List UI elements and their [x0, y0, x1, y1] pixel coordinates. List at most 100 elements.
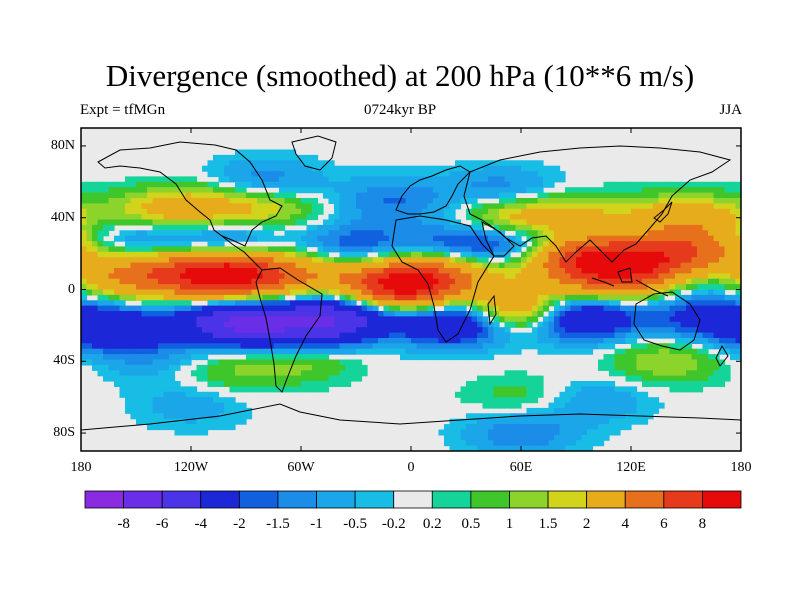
field-cell: [174, 181, 181, 188]
field-cell: [290, 246, 297, 253]
field-cell: [554, 284, 561, 291]
field-cell: [515, 300, 522, 307]
field-cell: [158, 316, 165, 323]
field-cell: [130, 343, 137, 350]
field-cell: [334, 284, 341, 291]
field-cell: [603, 284, 610, 291]
field-cell: [257, 305, 264, 312]
field-cell: [680, 224, 687, 231]
field-cell: [114, 187, 121, 194]
field-cell: [196, 187, 203, 194]
field-cell: [488, 354, 495, 361]
field-cell: [114, 192, 121, 199]
field-cell: [653, 300, 660, 307]
field-cell: [136, 364, 143, 371]
field-cell: [587, 327, 594, 334]
field-cell: [125, 284, 132, 291]
field-cell: [251, 375, 258, 382]
field-cell: [169, 397, 176, 404]
field-cell: [642, 316, 649, 323]
field-cell: [719, 273, 726, 280]
field-cell: [345, 294, 352, 301]
field-cell: [724, 257, 731, 264]
field-cell: [702, 224, 709, 231]
field-cell: [295, 294, 302, 301]
field-cell: [339, 300, 346, 307]
field-cell: [295, 300, 302, 307]
field-cell: [152, 321, 159, 328]
field-cell: [609, 192, 616, 199]
field-cell: [532, 273, 539, 280]
field-cell: [103, 246, 110, 253]
field-cell: [713, 181, 720, 188]
field-cell: [444, 257, 451, 264]
field-cell: [339, 284, 346, 291]
field-cell: [301, 316, 308, 323]
field-cell: [526, 294, 533, 301]
field-cell: [471, 338, 478, 344]
field-cell: [587, 246, 594, 253]
field-cell: [532, 327, 539, 334]
field-cell: [504, 278, 511, 285]
field-cell: [532, 246, 539, 253]
field-cell: [411, 327, 418, 334]
field-cell: [576, 198, 583, 204]
field-cell: [125, 198, 132, 204]
field-cell: [345, 262, 352, 269]
field-cell: [361, 198, 368, 204]
field-cell: [526, 257, 533, 264]
field-cell: [169, 354, 176, 361]
field-cell: [603, 273, 610, 280]
field-cell: [268, 181, 275, 188]
field-cell: [675, 321, 682, 328]
field-cell: [504, 311, 511, 317]
field-cell: [185, 230, 192, 237]
field-cell: [174, 289, 181, 296]
field-cell: [328, 284, 335, 291]
field-cell: [708, 192, 715, 199]
field-cell: [323, 348, 330, 355]
field-cell: [284, 359, 291, 366]
field-cell: [543, 445, 550, 451]
field-cell: [570, 257, 577, 264]
field-cell: [422, 343, 429, 350]
field-cell: [499, 413, 506, 420]
field-cell: [97, 224, 104, 231]
field-cell: [482, 208, 489, 215]
field-cell: [103, 305, 110, 312]
field-cell: [262, 257, 269, 264]
field-cell: [647, 354, 654, 361]
field-cell: [493, 338, 500, 344]
field-cell: [521, 230, 528, 237]
field-cell: [488, 311, 495, 317]
field-cell: [202, 327, 209, 334]
field-cell: [251, 343, 258, 350]
field-cell: [565, 418, 572, 425]
field-cell: [312, 332, 319, 339]
field-cell: [235, 348, 242, 355]
field-cell: [163, 284, 170, 291]
field-cell: [229, 343, 236, 350]
field-cell: [301, 381, 308, 387]
field-cell: [240, 364, 247, 371]
field-cell: [207, 268, 214, 274]
field-cell: [119, 214, 126, 221]
field-cell: [130, 268, 137, 274]
field-cell: [416, 316, 423, 323]
field-cell: [444, 311, 451, 317]
field-cell: [103, 198, 110, 204]
field-cell: [301, 370, 308, 377]
field-cell: [361, 219, 368, 226]
field-cell: [526, 424, 533, 431]
field-cell: [174, 294, 181, 301]
field-cell: [295, 181, 302, 188]
field-cell: [174, 187, 181, 194]
field-cell: [565, 386, 572, 393]
field-cell: [158, 187, 165, 194]
field-cell: [592, 257, 599, 264]
field-cell: [356, 375, 363, 382]
field-cell: [180, 246, 187, 253]
field-cell: [548, 235, 555, 242]
field-cell: [202, 268, 209, 274]
field-cell: [218, 251, 225, 258]
